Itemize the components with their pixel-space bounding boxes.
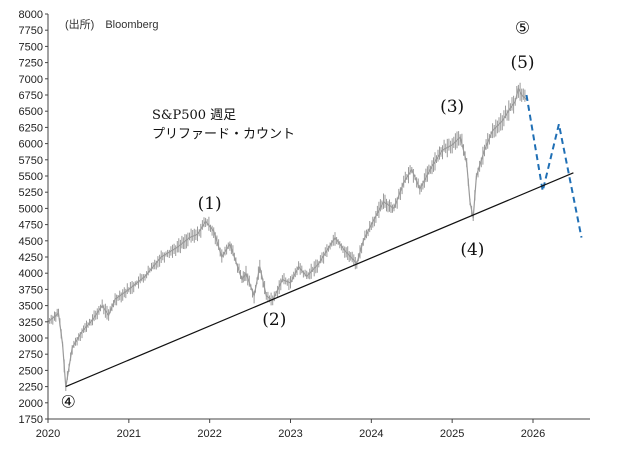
chart-title-line2: プリファード・カウント bbox=[152, 127, 295, 142]
projection-line bbox=[525, 94, 583, 238]
source-note: (出所) Bloomberg bbox=[65, 17, 159, 31]
y-tick-label: 7500 bbox=[19, 41, 43, 53]
y-tick-label: 6750 bbox=[19, 90, 43, 102]
chart-title-line1: S&P500 週足 bbox=[152, 108, 236, 123]
y-tick-label: 2250 bbox=[19, 382, 43, 394]
wave-label: (2) bbox=[262, 310, 286, 330]
wave-label: (4) bbox=[460, 240, 484, 260]
y-tick-label: 4750 bbox=[19, 220, 43, 232]
y-tick-label: 5750 bbox=[19, 155, 43, 167]
y-tick-label: 4500 bbox=[19, 236, 43, 248]
x-tick-label: 2023 bbox=[278, 428, 302, 440]
y-tick-label: 1750 bbox=[19, 414, 43, 426]
x-tick-label: 2021 bbox=[117, 428, 141, 440]
wave-labels: ④ (1) (2) (3) (4) (5) ⑤ bbox=[61, 18, 535, 412]
x-tick-label: 2022 bbox=[197, 428, 221, 440]
y-tick-label: 7750 bbox=[19, 25, 43, 37]
x-tick-label: 2026 bbox=[521, 428, 545, 440]
axes: 1750 2000 2250 2500 2750 3000 3250 3500 3750 4000… bbox=[19, 9, 590, 440]
y-tick-label: 3750 bbox=[19, 284, 43, 296]
trend-line bbox=[65, 172, 574, 388]
wave-label: ④ bbox=[61, 392, 76, 412]
y-tick-label: 6000 bbox=[19, 139, 43, 151]
x-tick-label: 2024 bbox=[359, 428, 383, 440]
y-tick-label: 7000 bbox=[19, 74, 43, 86]
wave-label: ⑤ bbox=[515, 18, 530, 38]
y-tick-label: 3500 bbox=[19, 301, 43, 313]
y-tick-label: 5250 bbox=[19, 187, 43, 199]
y-tick-label: 5500 bbox=[19, 171, 43, 183]
price-series-line bbox=[47, 86, 527, 388]
x-tick-label: 2025 bbox=[440, 428, 464, 440]
y-tick-label: 2500 bbox=[19, 365, 43, 377]
plot-area bbox=[47, 82, 583, 391]
y-tick-label: 2000 bbox=[19, 398, 43, 410]
wave-label: (5) bbox=[510, 53, 534, 73]
y-tick-label: 7250 bbox=[19, 58, 43, 70]
wave-label: (1) bbox=[198, 194, 222, 214]
y-tick-label: 4000 bbox=[19, 268, 43, 280]
y-tick-label: 5000 bbox=[19, 203, 43, 215]
y-tick-label: 2750 bbox=[19, 349, 43, 361]
y-tick-label: 4250 bbox=[19, 252, 43, 264]
y-tick-label: 3250 bbox=[19, 317, 43, 329]
y-tick-label: 3000 bbox=[19, 333, 43, 345]
y-tick-label: 8000 bbox=[19, 9, 43, 21]
wave-label: (3) bbox=[440, 97, 464, 117]
y-tick-label: 6250 bbox=[19, 122, 43, 134]
x-tick-label: 2020 bbox=[36, 428, 60, 440]
y-tick-label: 6500 bbox=[19, 106, 43, 118]
